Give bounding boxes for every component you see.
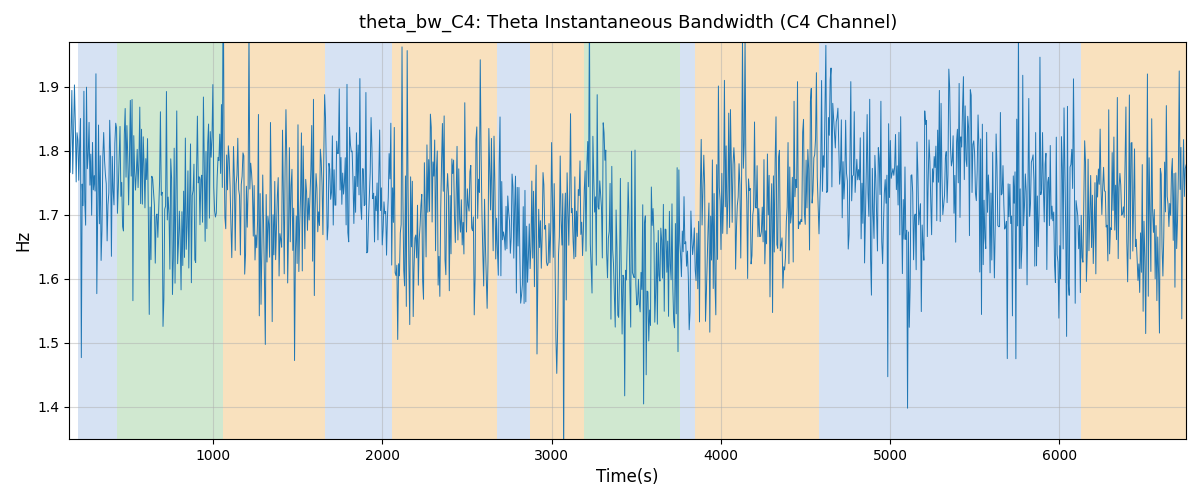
Bar — [529, 42, 583, 439]
Bar — [695, 42, 818, 439]
Bar — [498, 42, 529, 439]
Bar — [1081, 42, 1186, 439]
Bar — [583, 42, 680, 439]
Bar — [680, 42, 695, 439]
Bar — [325, 42, 392, 439]
Bar — [78, 42, 116, 439]
Bar — [818, 42, 1081, 439]
Y-axis label: Hz: Hz — [14, 230, 32, 251]
Title: theta_bw_C4: Theta Instantaneous Bandwidth (C4 Channel): theta_bw_C4: Theta Instantaneous Bandwid… — [359, 14, 896, 32]
Bar — [116, 42, 223, 439]
Bar — [223, 42, 325, 439]
X-axis label: Time(s): Time(s) — [596, 468, 659, 486]
Bar — [392, 42, 498, 439]
